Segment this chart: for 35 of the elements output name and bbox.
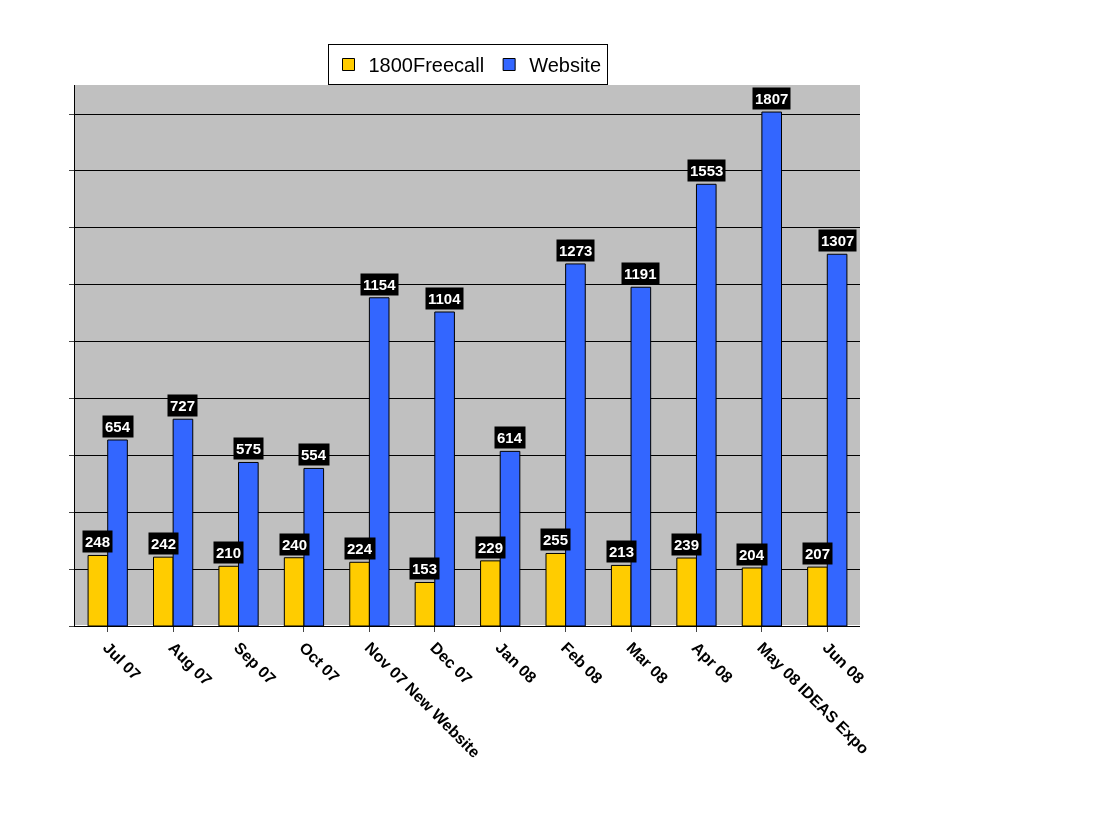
data-label: 1553	[690, 162, 724, 179]
data-label: 654	[105, 418, 131, 435]
x-tick-label: Jan 08	[492, 638, 540, 687]
x-tick-label: Apr 08	[688, 638, 736, 687]
data-label: 1154	[363, 276, 397, 293]
data-label: 242	[151, 535, 177, 552]
legend-label: Website	[529, 54, 602, 77]
data-label: 207	[805, 545, 831, 562]
data-label: 1273	[559, 242, 593, 259]
data-label: 554	[301, 446, 327, 463]
data-label: 204	[739, 546, 765, 563]
data-label: 248	[85, 533, 111, 550]
data-label: 229	[478, 539, 504, 556]
data-label: 255	[543, 531, 569, 548]
x-tick-label: Sep 07	[230, 638, 280, 688]
data-label: 614	[497, 429, 523, 446]
x-tick-label: Jun 08	[819, 638, 868, 687]
data-label: 240	[282, 536, 308, 553]
x-tick-label: Jul 07	[99, 638, 145, 684]
data-label: 224	[347, 540, 373, 557]
data-label: 1807	[755, 90, 789, 107]
data-label: 239	[674, 536, 700, 553]
x-tick-label: Mar 08	[623, 638, 672, 687]
data-label: 213	[609, 543, 635, 560]
data-label: 1307	[821, 232, 855, 249]
data-label: 1191	[624, 265, 657, 282]
legend-label: 1800Freecall	[368, 54, 485, 77]
data-label: 1104	[428, 290, 462, 307]
x-tick-label: Oct 07	[296, 638, 343, 686]
data-label: 727	[170, 397, 196, 414]
x-tick-label: Feb 08	[557, 638, 606, 687]
data-label: 210	[216, 544, 242, 561]
x-tick-label: Dec 07	[427, 638, 476, 688]
data-label: 153	[412, 560, 438, 577]
data-label: 575	[236, 440, 262, 457]
